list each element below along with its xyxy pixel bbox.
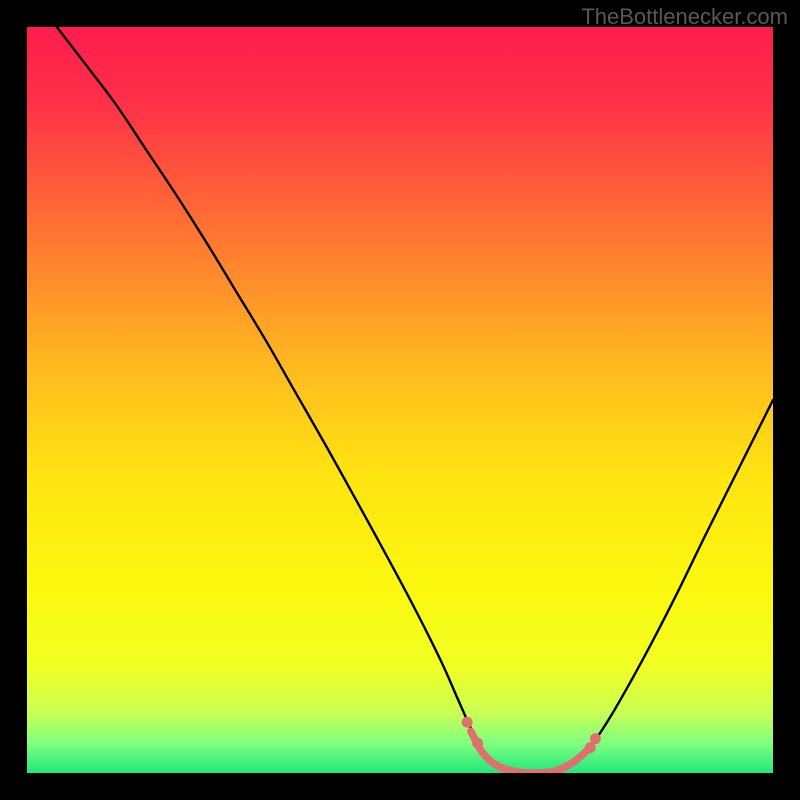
chart-curve (27, 27, 773, 773)
attribution-text: TheBottlenecker.com (581, 4, 788, 30)
main-curve-path (57, 27, 773, 772)
chart-plot-area (27, 27, 773, 773)
highlighted-bottom-segment (471, 731, 591, 773)
